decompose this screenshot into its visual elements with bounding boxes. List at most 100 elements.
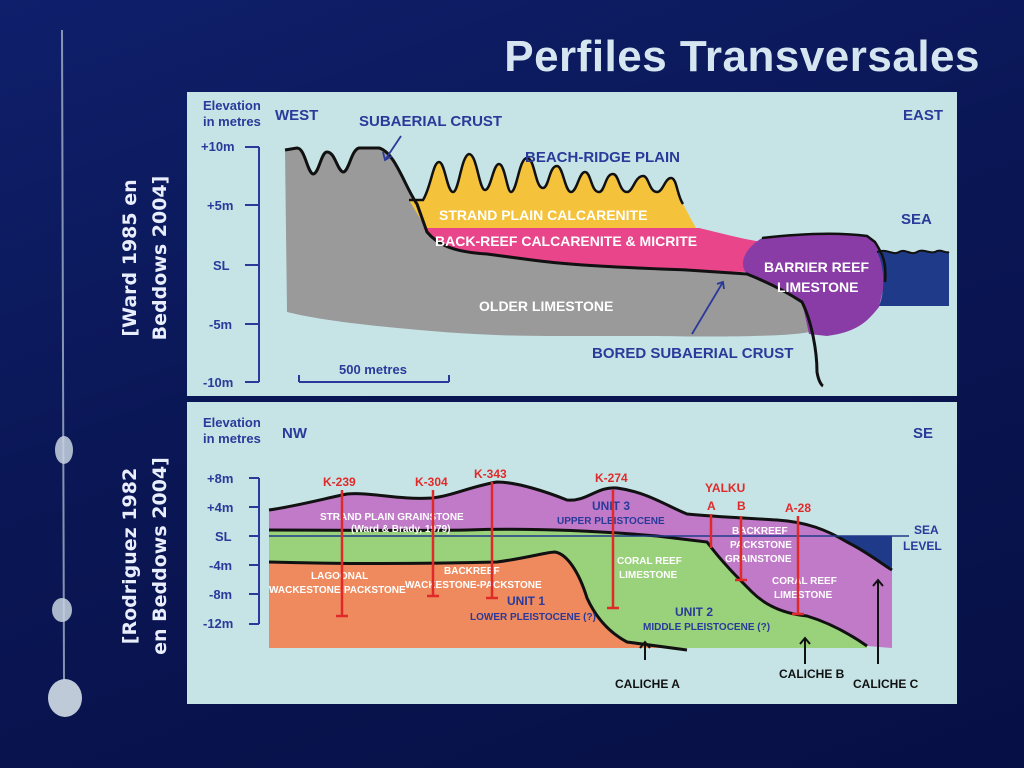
label-backreef-packstone-line2: PACKSTONE	[730, 540, 792, 551]
droplet-small-icon	[55, 436, 73, 464]
label-unit1: UNIT 1	[507, 594, 545, 608]
unit1-top-line	[268, 550, 688, 652]
sea-body	[877, 250, 949, 306]
top-annotation-arrows	[382, 135, 725, 335]
arrow-bored-crust	[691, 281, 724, 335]
label-coral-reef-1-line2: LIMESTONE	[619, 570, 677, 581]
subaerial-crust-line	[284, 146, 824, 388]
arrow-bored-crust-head	[716, 280, 725, 290]
bottom-elevation-label-line1: Elevation	[203, 415, 261, 430]
arrow-subaerial-crust	[384, 135, 402, 161]
top-tick-label-minus10: -10m	[203, 375, 233, 390]
label-coral-reef-1-line1: CORAL REEF	[617, 556, 682, 567]
label-unit2-age: MIDDLE PLEISTOCENE (?)	[643, 622, 770, 633]
well-label-k274: K-274	[595, 471, 628, 485]
sea-level-label-line2: LEVEL	[903, 539, 942, 553]
label-barrier-reef-line1: BARRIER REEF	[764, 259, 869, 275]
label-beach-ridge-plain: BEACH-RIDGE PLAIN	[525, 149, 680, 166]
top-tick-label-sl: SL	[213, 258, 230, 273]
label-strand-plain-citation: (Ward & Brady, 1979)	[351, 524, 450, 535]
droplet-large-icon	[48, 679, 82, 717]
slide-title: Perfiles Transversales	[504, 32, 980, 81]
strand-line	[61, 29, 65, 681]
label-unit1-age: LOWER PLEISTOCENE (?)	[470, 612, 596, 623]
arrow-caliche-a-head	[639, 640, 651, 649]
top-tick-label-10: +10m	[201, 139, 235, 154]
bottom-tick-label-plus8: +8m	[207, 471, 233, 486]
bottom-tick-label-plus4: +4m	[207, 500, 233, 515]
direction-se: SE	[913, 425, 933, 442]
well-label-yalku: YALKU	[705, 481, 745, 495]
label-backreef-packstone-line1: BACKREEF	[732, 526, 788, 537]
arrow-subaerial-crust-head	[382, 151, 393, 162]
label-lagoonal-line1: LAGOONAL	[311, 571, 368, 582]
arrow-caliche-b-head	[799, 636, 811, 645]
direction-east: EAST	[903, 107, 943, 124]
well-label-b: B	[737, 499, 746, 513]
label-subaerial-crust: SUBAERIAL CRUST	[359, 113, 502, 130]
unit3-body	[269, 482, 892, 648]
label-coral-reef-2-line2: LIMESTONE	[774, 590, 832, 601]
label-backreef-packstone-line3: GRAINSTONE	[725, 554, 792, 565]
bottom-tick-label-sl: SL	[215, 529, 232, 544]
unit2-body	[269, 529, 867, 648]
label-caliche-c: CALICHE C	[853, 677, 919, 691]
citation-bottom: [Rodriguez 1982 en Beddows 2004]	[115, 426, 175, 686]
back-reef-body	[423, 228, 762, 272]
label-sea: SEA	[901, 211, 932, 228]
bottom-cross-section-diagram: Elevation in metres +8m +4m SL -4m -8m -…	[203, 415, 942, 691]
well-label-k343: K-343	[474, 467, 507, 481]
label-unit3: UNIT 3	[592, 499, 630, 513]
citation-top: [Ward 1985 en Beddows 2004]	[115, 128, 175, 388]
citation-bottom-line1: [Rodriguez 1982	[119, 467, 141, 645]
citation-top-line2: Beddows 2004]	[149, 175, 171, 341]
label-coral-reef-2-line1: CORAL REEF	[772, 576, 837, 587]
label-strand-plain-grainstone: STRAND PLAIN GRAINSTONE	[320, 512, 464, 523]
citation-bottom-line2: en Beddows 2004]	[149, 457, 171, 655]
top-cross-section-diagram: Elevation in metres +10m +5m SL -5m -10m…	[201, 98, 950, 390]
label-older-limestone: OLDER LIMESTONE	[479, 298, 613, 314]
unit1-body	[269, 552, 667, 648]
label-back-reef: BACK-REEF CALCARENITE & MICRITE	[435, 233, 697, 249]
top-elevation-label-line1: Elevation	[203, 98, 261, 113]
top-cross-section-panel: Elevation in metres +10m +5m SL -5m -10m…	[187, 92, 957, 396]
well-label-k239: K-239	[323, 475, 356, 489]
top-tick-label-5: +5m	[207, 198, 233, 213]
label-backreef-wackestone-line2: WACKESTONE-PACKSTONE	[405, 580, 542, 591]
label-barrier-reef-line2: LIMESTONE	[777, 279, 858, 295]
beach-ridge-line	[409, 152, 685, 205]
older-limestone-body	[285, 148, 809, 337]
well-label-k304: K-304	[415, 475, 448, 489]
well-label-a: A	[707, 499, 716, 513]
top-tick-label-minus5: -5m	[209, 317, 232, 332]
droplet-strand-decoration	[48, 29, 82, 717]
label-backreef-wackestone-line1: BACKREEF	[444, 566, 500, 577]
citation-top-line1: [Ward 1985 en	[119, 179, 141, 337]
direction-nw: NW	[282, 425, 308, 442]
top-elevation-label-line2: in metres	[203, 114, 261, 129]
label-caliche-a: CALICHE A	[615, 677, 680, 691]
well-label-a28: A-28	[785, 501, 811, 515]
strand-plain-body	[409, 154, 697, 230]
label-lagoonal-line2: WACKESTONE-PACKSTONE	[269, 585, 406, 596]
sea-surface-line	[876, 249, 950, 255]
sea-level-label-line1: SEA	[914, 523, 939, 537]
droplet-medium-icon	[52, 598, 72, 622]
direction-west: WEST	[275, 107, 318, 124]
label-caliche-b: CALICHE B	[779, 667, 845, 681]
barrier-reef-body	[742, 233, 886, 336]
bottom-cross-section-panel: Elevation in metres +8m +4m SL -4m -8m -…	[187, 402, 957, 704]
label-strand-plain: STRAND PLAIN CALCARENITE	[439, 207, 647, 223]
bottom-tick-label-minus8: -8m	[209, 587, 232, 602]
bottom-elevation-axis	[249, 477, 260, 625]
reef-top-line	[761, 232, 887, 283]
ground-surface-line	[268, 480, 893, 572]
bottom-elevation-label-line2: in metres	[203, 431, 261, 446]
label-unit3-age: UPPER PLEISTOCENE	[557, 516, 665, 527]
arrow-caliche-c-head	[872, 578, 884, 587]
scale-bar	[298, 375, 450, 383]
label-scale-bar: 500 metres	[339, 362, 407, 377]
well-markers	[336, 482, 804, 618]
bottom-tick-label-minus4: -4m	[209, 558, 232, 573]
caliche-arrows	[639, 578, 884, 664]
